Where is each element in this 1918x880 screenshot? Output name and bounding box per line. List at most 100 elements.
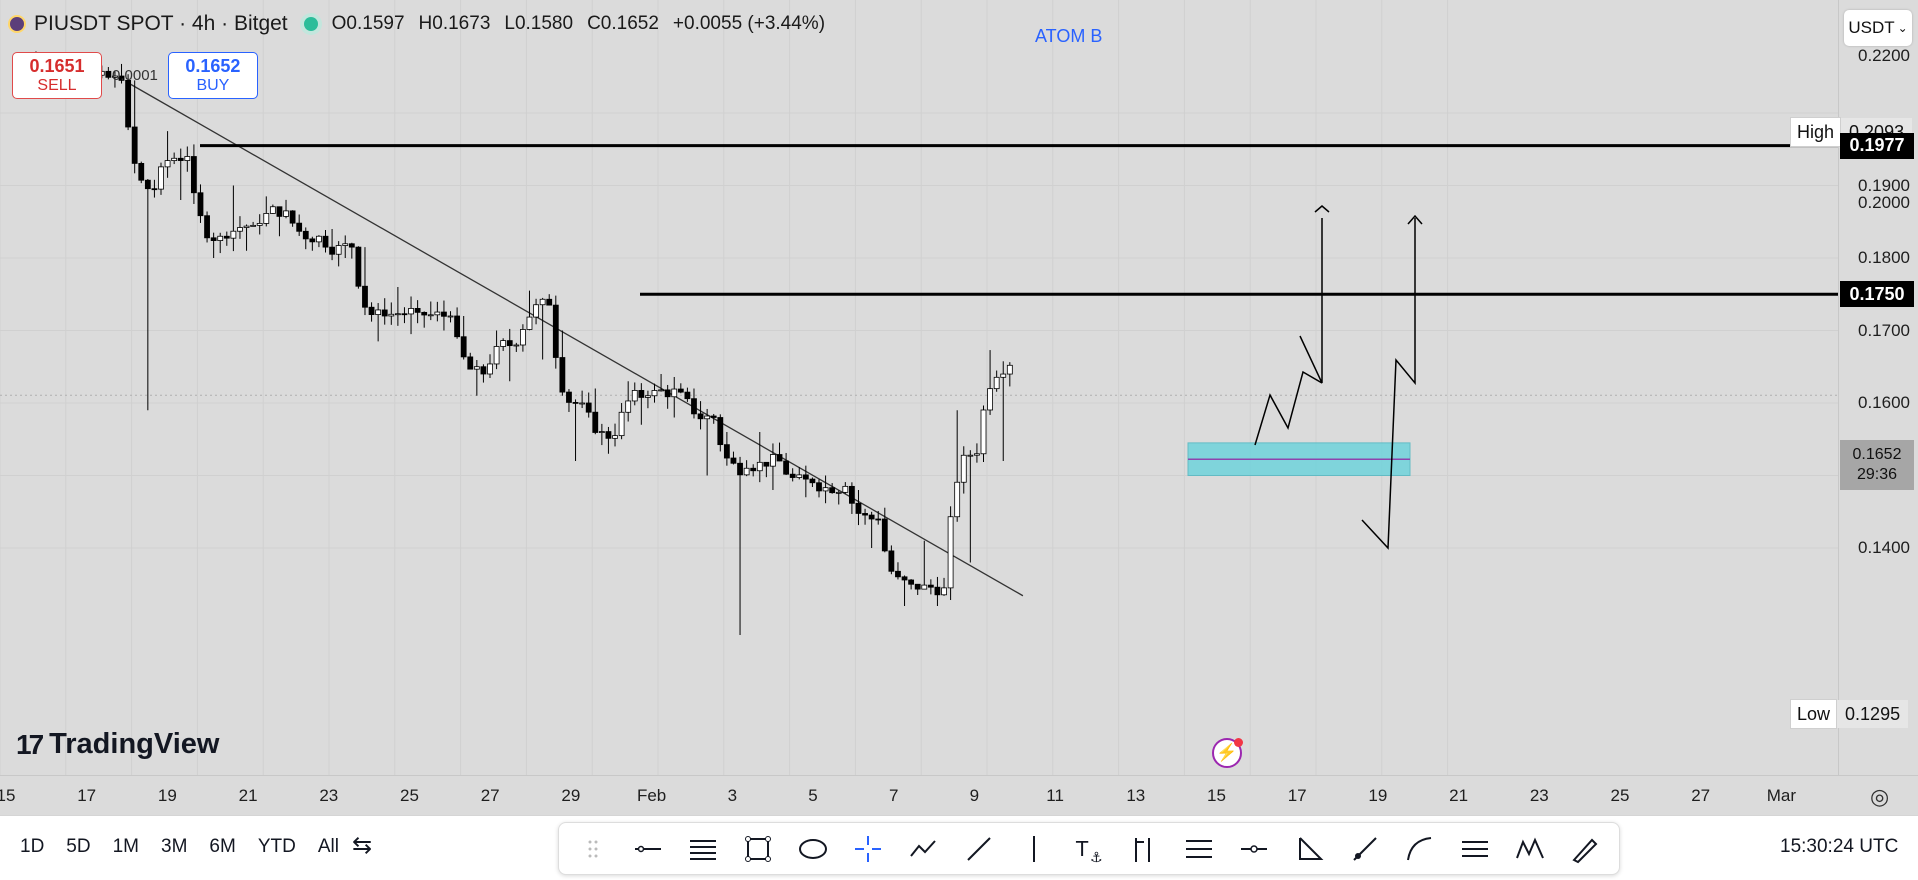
- drawing-toolbar: T ⚓: [558, 822, 1620, 875]
- candle-body: [204, 215, 210, 239]
- candle-body: [717, 417, 724, 446]
- sell-button[interactable]: 0.1651 SELL: [12, 52, 102, 99]
- date-range-icon[interactable]: ⇆: [352, 832, 373, 859]
- currency-value: USDT: [1848, 18, 1895, 37]
- time-axis[interactable]: 15 17 19 21 23 25 27 29 Feb 3 5 7 9 11 13 15 17 19 21 23 25 2…: [0, 775, 1918, 815]
- candle-body: [408, 308, 414, 315]
- range-all[interactable]: All: [317, 836, 339, 857]
- candle-body: [171, 157, 178, 162]
- candle-body: [526, 316, 533, 330]
- candle-body: [842, 485, 849, 493]
- utc-clock[interactable]: 15:30:24 UTC: [1780, 836, 1899, 857]
- time-tick-label: 13: [1126, 786, 1146, 805]
- price-plot[interactable]: [0, 0, 1838, 775]
- curve-icon[interactable]: [1400, 829, 1440, 869]
- candle-body: [658, 389, 664, 392]
- chart-area[interactable]: [0, 0, 1838, 775]
- pencil-icon[interactable]: [1565, 829, 1605, 869]
- candle-body: [441, 311, 447, 317]
- trade-box: 0.1651 SELL 0.0001 0.1652 BUY: [12, 52, 258, 99]
- candle-body: [487, 363, 493, 375]
- triangle-icon[interactable]: [1290, 829, 1330, 869]
- rectangle-icon[interactable]: [738, 829, 778, 869]
- candle-body: [835, 491, 842, 494]
- range-3m[interactable]: 3M: [161, 836, 188, 857]
- candle-body: [302, 230, 309, 240]
- candle-body: [993, 376, 1000, 390]
- candle-body: [500, 340, 507, 347]
- price-line-icon[interactable]: [1234, 829, 1274, 869]
- candle-body: [362, 285, 368, 308]
- symbol-header: PIUSDT SPOT · 4h · Bitget O0.1597 H0.167…: [8, 12, 825, 36]
- candle-body: [375, 309, 382, 315]
- candle-body: [539, 298, 546, 306]
- price-tick-label: 0.1700: [1858, 320, 1910, 340]
- candle-body: [888, 550, 895, 572]
- candle-body: [704, 415, 711, 420]
- range-1d[interactable]: 1D: [20, 836, 45, 857]
- path-icon[interactable]: [904, 829, 944, 869]
- candle-body: [625, 400, 632, 413]
- candle-body: [355, 246, 362, 287]
- candle-body: [980, 409, 987, 455]
- range-1m[interactable]: 1M: [112, 836, 139, 857]
- price-axis[interactable]: 0.22000.20000.19000.18000.17000.16000.15…: [1838, 0, 1918, 775]
- time-tick-label: 11: [1046, 786, 1064, 805]
- horizontal-ray-icon[interactable]: [628, 829, 668, 869]
- candle-body: [664, 389, 671, 398]
- pattern-icon[interactable]: [1510, 829, 1550, 869]
- candle-body: [723, 444, 730, 459]
- text-anchor-icon[interactable]: T ⚓: [1069, 829, 1109, 869]
- long-position-icon[interactable]: [1455, 829, 1495, 869]
- range-6m[interactable]: 6M: [209, 836, 236, 857]
- fib-retracement-icon[interactable]: [1179, 829, 1219, 869]
- vertical-line-icon[interactable]: [1014, 829, 1054, 869]
- time-tick-label: 7: [888, 786, 899, 805]
- settings-icon[interactable]: ◎: [1870, 784, 1890, 809]
- range-5d[interactable]: 5D: [66, 836, 91, 857]
- time-tick-label: 23: [1529, 786, 1549, 805]
- candle-body: [401, 313, 408, 316]
- ellipse-icon[interactable]: [793, 829, 833, 869]
- low-label: Low: [1790, 699, 1838, 729]
- parallel-channel-icon[interactable]: [683, 829, 723, 869]
- candle-body: [967, 454, 974, 457]
- candle-body: [480, 366, 487, 375]
- market-status-icon: [303, 17, 318, 31]
- candle-body: [816, 482, 822, 492]
- candle-body: [559, 357, 566, 393]
- symbol-title[interactable]: PIUSDT SPOT · 4h · Bitget: [34, 12, 288, 35]
- time-tick-label: Mar: [1766, 786, 1797, 805]
- candle-body: [605, 431, 612, 439]
- current-price-tag: 0.1652 29:36: [1840, 440, 1914, 490]
- candle-body: [802, 474, 809, 480]
- candle-body: [987, 388, 993, 411]
- candle-body: [276, 206, 283, 217]
- candle-body: [493, 346, 500, 365]
- candle-body: [579, 402, 586, 405]
- price-tick-label: 0.2200: [1858, 46, 1910, 65]
- price-tick-label: 0.1600: [1858, 393, 1910, 412]
- currency-select[interactable]: USDT ⌄: [1844, 10, 1912, 46]
- range-ytd[interactable]: YTD: [257, 836, 296, 857]
- brush-icon[interactable]: [1345, 829, 1385, 869]
- trend-line-icon[interactable]: [959, 829, 999, 869]
- candle-body: [710, 415, 717, 418]
- ohlc-change: +0.0055 (+3.44%): [672, 13, 826, 34]
- candle-body: [414, 308, 421, 313]
- buy-button[interactable]: 0.1652 BUY: [167, 52, 258, 99]
- time-tick-label: 27: [480, 786, 500, 805]
- candle-body: [296, 222, 303, 232]
- candle-body: [335, 245, 342, 255]
- flag-icon[interactable]: [1124, 829, 1164, 869]
- price-tick-label: 0.2000: [1858, 193, 1910, 212]
- time-tick-label: 25: [1610, 786, 1630, 805]
- current-price: 0.1652: [1852, 446, 1902, 463]
- drag-handle-icon[interactable]: [573, 829, 613, 869]
- candle-body: [177, 157, 184, 161]
- tradingview-logo[interactable]: 17 TradingView: [16, 728, 219, 761]
- candle-body: [671, 388, 678, 398]
- crosshair-icon[interactable]: [848, 829, 888, 869]
- candle-body: [1000, 373, 1007, 378]
- logo-text: TradingView: [49, 728, 220, 760]
